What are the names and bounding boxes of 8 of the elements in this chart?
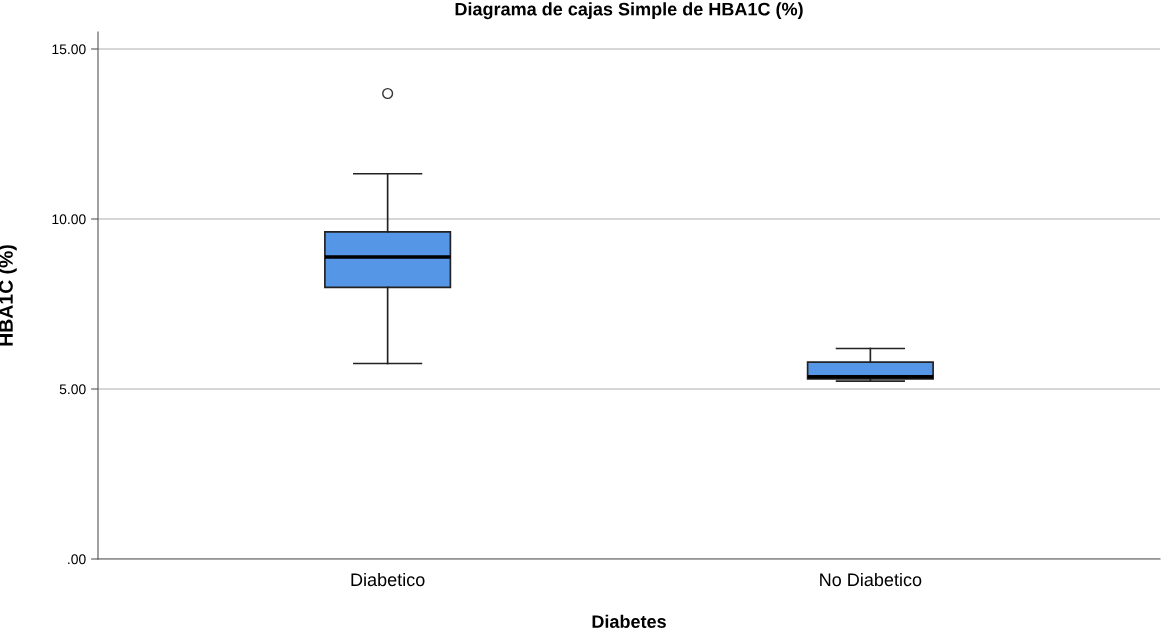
x-tick-label: No Diabetico (820, 572, 922, 587)
chart-title: Diagrama de cajas Simple de HBA1C (%) (455, 2, 803, 20)
y-tick-label: 5.00 (59, 384, 86, 395)
x-tick-label: Diabetico (351, 572, 425, 587)
y-tick-label: 10.00 (52, 214, 86, 225)
y-tick-label: .00 (68, 554, 86, 565)
y-tick-label: 15.00 (52, 44, 86, 55)
x-axis-title: Diabetes (592, 614, 666, 628)
